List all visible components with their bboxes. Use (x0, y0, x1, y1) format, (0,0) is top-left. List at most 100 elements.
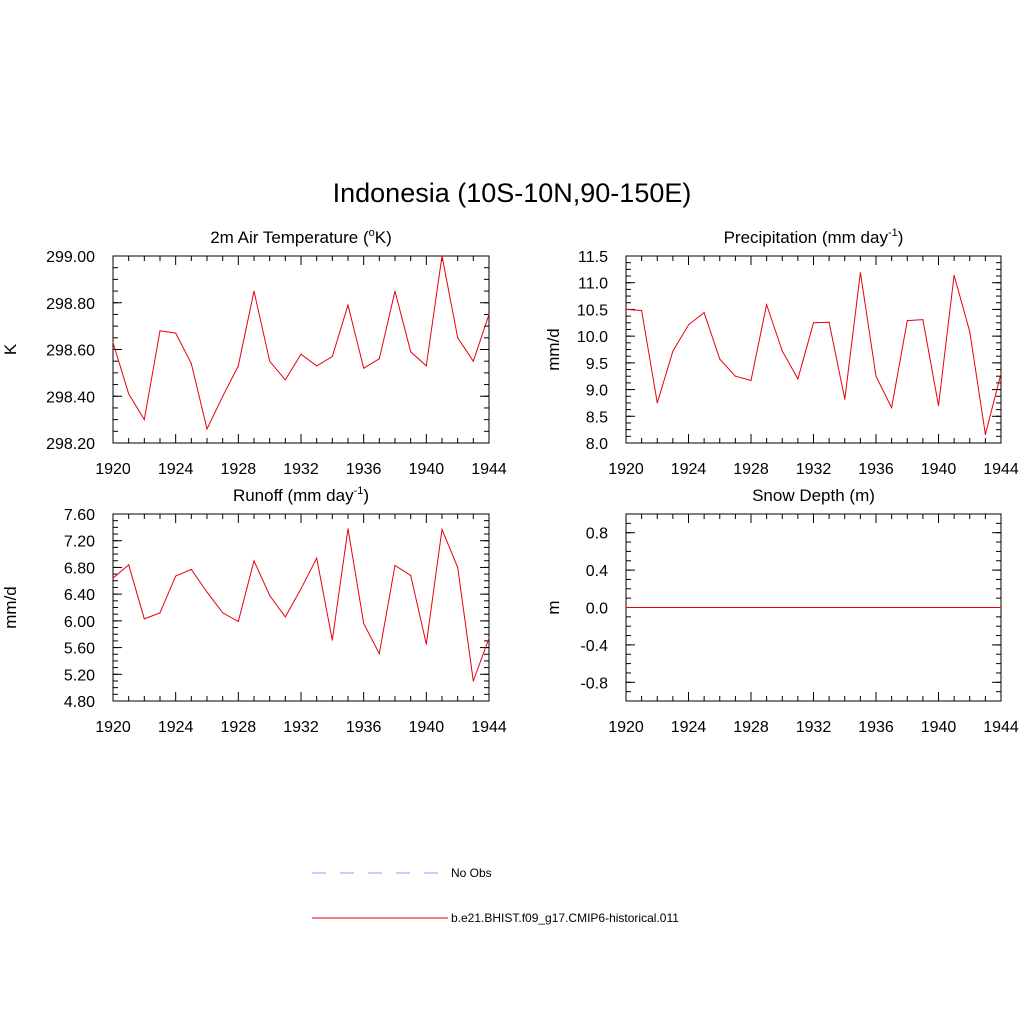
x-tick-label: 1932 (796, 719, 832, 736)
x-tick-label: 1944 (983, 719, 1019, 736)
data-point (688, 324, 689, 326)
data-point (488, 637, 490, 639)
panel-title-superscript: -1 (354, 485, 364, 497)
y-tick-label: -0.4 (580, 638, 608, 655)
data-point (441, 528, 443, 530)
data-point (300, 588, 302, 590)
data-point (284, 379, 286, 381)
legend-obs-label: No Obs (451, 866, 492, 880)
y-tick-label: 6.00 (64, 614, 95, 631)
data-point (969, 331, 971, 333)
y-tick-label: 6.80 (64, 560, 95, 577)
panel-title-superscript: o (369, 227, 375, 239)
data-point (316, 365, 318, 367)
x-tick-label: 1944 (471, 461, 507, 478)
data-point (347, 304, 349, 306)
data-point (625, 607, 627, 608)
y-tick-label: 11.0 (578, 276, 608, 293)
data-point (159, 612, 161, 614)
x-tick-label: 1936 (858, 719, 894, 736)
data-point (953, 607, 955, 608)
data-point (797, 378, 799, 380)
data-point (844, 607, 846, 608)
panel-title-main: Snow Depth (m) (752, 486, 875, 505)
data-point (734, 375, 736, 377)
x-tick-label: 1920 (95, 719, 131, 736)
data-point (656, 402, 658, 404)
data-point (269, 594, 271, 596)
y-axis-label: m (544, 600, 563, 614)
data-point (781, 607, 783, 608)
data-point (457, 566, 459, 568)
panel-title: Precipitation (mm day-1) (724, 227, 904, 247)
data-point (984, 433, 986, 435)
y-tick-label: 298.40 (46, 389, 95, 406)
data-point (237, 621, 239, 623)
data-point (331, 356, 333, 358)
x-tick-label: 1936 (858, 461, 894, 478)
x-tick-label: 1924 (158, 719, 194, 736)
data-point (781, 350, 783, 352)
y-tick-label: 299.00 (46, 249, 95, 266)
x-tick-label: 1940 (921, 461, 957, 478)
x-tick-label: 1920 (95, 461, 131, 478)
x-tick-label: 1924 (158, 461, 194, 478)
plot-frame (112, 513, 490, 702)
data-point (641, 309, 643, 311)
series-line-runoff (112, 527, 490, 682)
x-tick-label: 1932 (283, 461, 319, 478)
data-point (672, 350, 674, 352)
y-axis-label: mm/d (1, 586, 20, 629)
data-point (253, 290, 255, 292)
panel-title-main: Runoff (mm day (233, 486, 354, 505)
data-point (875, 375, 877, 377)
y-tick-label: 10.5 (577, 302, 608, 319)
data-point (719, 607, 721, 608)
data-point (378, 653, 380, 655)
x-tick-label: 1936 (346, 461, 382, 478)
y-tick-label: 11.5 (578, 249, 608, 266)
data-point (672, 607, 674, 608)
y-tick-label: 298.60 (46, 343, 95, 360)
data-point (222, 612, 224, 614)
data-point (237, 365, 239, 367)
data-point (813, 607, 814, 608)
y-tick-label: 7.60 (64, 507, 95, 524)
y-tick-label: 10.0 (577, 329, 608, 346)
data-point (891, 607, 893, 608)
panel-title: Snow Depth (m) (752, 486, 875, 505)
data-point (112, 341, 114, 343)
data-point (922, 607, 924, 608)
data-point (331, 639, 333, 641)
data-point (112, 577, 114, 579)
data-point (703, 312, 705, 314)
data-point (766, 304, 768, 306)
data-point (859, 272, 861, 274)
data-point (222, 395, 224, 397)
plot-frame (112, 255, 490, 444)
y-tick-label: 5.60 (64, 641, 95, 658)
data-point (906, 320, 908, 322)
y-tick-label: 5.20 (64, 667, 95, 684)
panel-title-tail: ) (898, 228, 904, 247)
data-point (750, 607, 752, 608)
data-point (206, 591, 208, 593)
data-point (875, 607, 877, 608)
data-point (394, 290, 396, 292)
data-point (656, 607, 658, 608)
y-tick-label: 8.5 (586, 409, 608, 426)
figure-title: Indonesia (10S-10N,90-150E) (333, 178, 692, 208)
panel-title-tail: K) (375, 228, 392, 247)
data-point (300, 353, 302, 355)
panel-prect: 1920 1924 1928 1932 1936 1940 1944 8.0 8.5 9.0 9.5… (544, 227, 1019, 478)
x-tick-label: 1928 (221, 461, 257, 478)
x-tick-label: 1944 (471, 719, 507, 736)
data-point (1000, 373, 1002, 375)
panel-runoff: 1920 1924 1928 1932 1936 1940 1944 4.80 5.20 5.60… (1, 485, 507, 736)
data-point (797, 607, 799, 608)
panel-title: 2m Air Temperature (oK) (210, 227, 392, 247)
data-point (969, 607, 971, 608)
x-tick-label: 1928 (733, 461, 769, 478)
y-tick-label: 4.80 (64, 694, 95, 711)
